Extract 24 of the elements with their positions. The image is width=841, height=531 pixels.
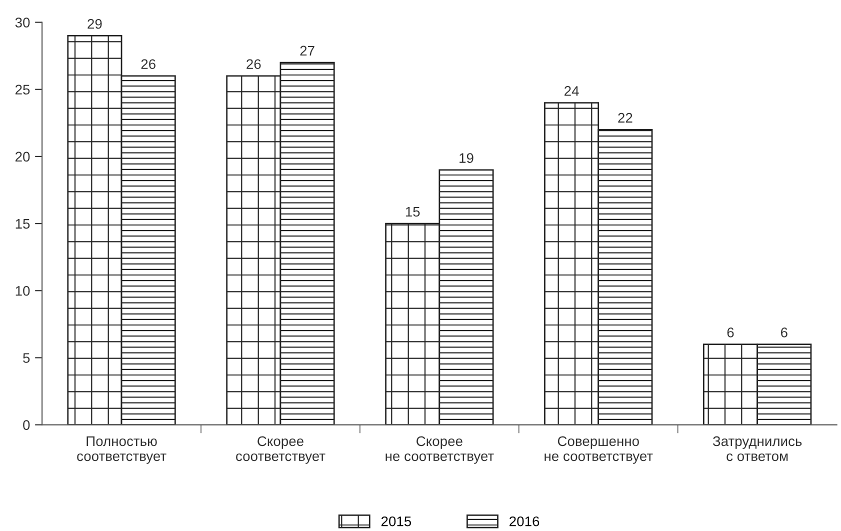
y-tick-label: 30 — [15, 18, 30, 28]
data-label: 19 — [460, 153, 474, 163]
x-tick-label: Совершенно не соответствует — [544, 436, 653, 464]
x-tick-label: Скорее не соответствует — [386, 436, 494, 464]
legend-label: 2016 — [510, 516, 540, 526]
data-label: 26 — [246, 59, 261, 70]
x-tick-label: Полностью соответствует — [77, 436, 166, 464]
data-label: 29 — [88, 18, 102, 29]
data-label: 24 — [564, 86, 579, 96]
data-label: 15 — [406, 206, 420, 217]
data-label: 22 — [618, 112, 632, 123]
data-label: 6 — [727, 328, 734, 338]
y-tick-label: 25 — [15, 84, 30, 95]
y-tick-label: 15 — [16, 219, 30, 229]
y-tick-label: 0 — [23, 420, 30, 430]
data-label: 27 — [300, 46, 314, 56]
data-label: 26 — [141, 59, 156, 70]
x-tick-label: Затруднились с ответом — [712, 436, 802, 462]
y-tick-label: 10 — [16, 286, 30, 296]
x-tick-label: Скорее соответствует — [236, 436, 326, 464]
y-tick-label: 5 — [23, 353, 30, 363]
data-label: 6 — [780, 328, 788, 338]
legend-label: 2015 — [381, 516, 412, 526]
y-tick-label: 20 — [15, 152, 30, 162]
